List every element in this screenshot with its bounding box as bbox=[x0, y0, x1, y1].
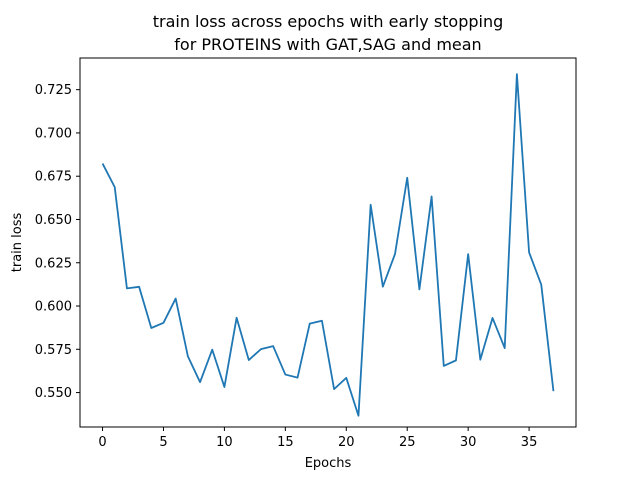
y-tick-label: 0.625 bbox=[35, 256, 72, 271]
y-tick-label: 0.550 bbox=[35, 386, 72, 401]
y-tick-label: 0.575 bbox=[35, 343, 72, 358]
y-tick-label: 0.675 bbox=[35, 170, 72, 185]
chart-title-line-2: for PROTEINS with GAT,SAG and mean bbox=[174, 35, 481, 54]
x-tick-label: 25 bbox=[399, 435, 416, 450]
series-layer bbox=[101, 73, 555, 417]
train-loss-line bbox=[101, 73, 555, 417]
y-axis-label: train loss bbox=[10, 213, 25, 273]
x-tick-label: 5 bbox=[159, 435, 167, 450]
x-tick-label: 10 bbox=[216, 435, 233, 450]
y-tick-label: 0.600 bbox=[35, 300, 72, 315]
y-axis-ticks: 0.550 0.575 0.600 0.625 0.650 0.675 0.700 0.725 bbox=[35, 83, 80, 401]
x-axis-label: Epochs bbox=[305, 456, 352, 471]
x-tick-label: 20 bbox=[338, 435, 355, 450]
chart-title-line-1: train loss across epochs with early stop… bbox=[153, 12, 504, 31]
y-tick-label: 0.650 bbox=[35, 213, 72, 228]
x-tick-label: 30 bbox=[460, 435, 477, 450]
plot-frame bbox=[79, 57, 577, 428]
x-tick-label: 0 bbox=[98, 435, 106, 450]
y-tick-label: 0.725 bbox=[35, 83, 72, 98]
y-tick-label: 0.700 bbox=[35, 126, 72, 141]
x-axis-ticks: 0 5 10 15 20 25 30 35 bbox=[98, 427, 537, 450]
x-tick-label: 15 bbox=[277, 435, 294, 450]
x-tick-label: 35 bbox=[521, 435, 538, 450]
